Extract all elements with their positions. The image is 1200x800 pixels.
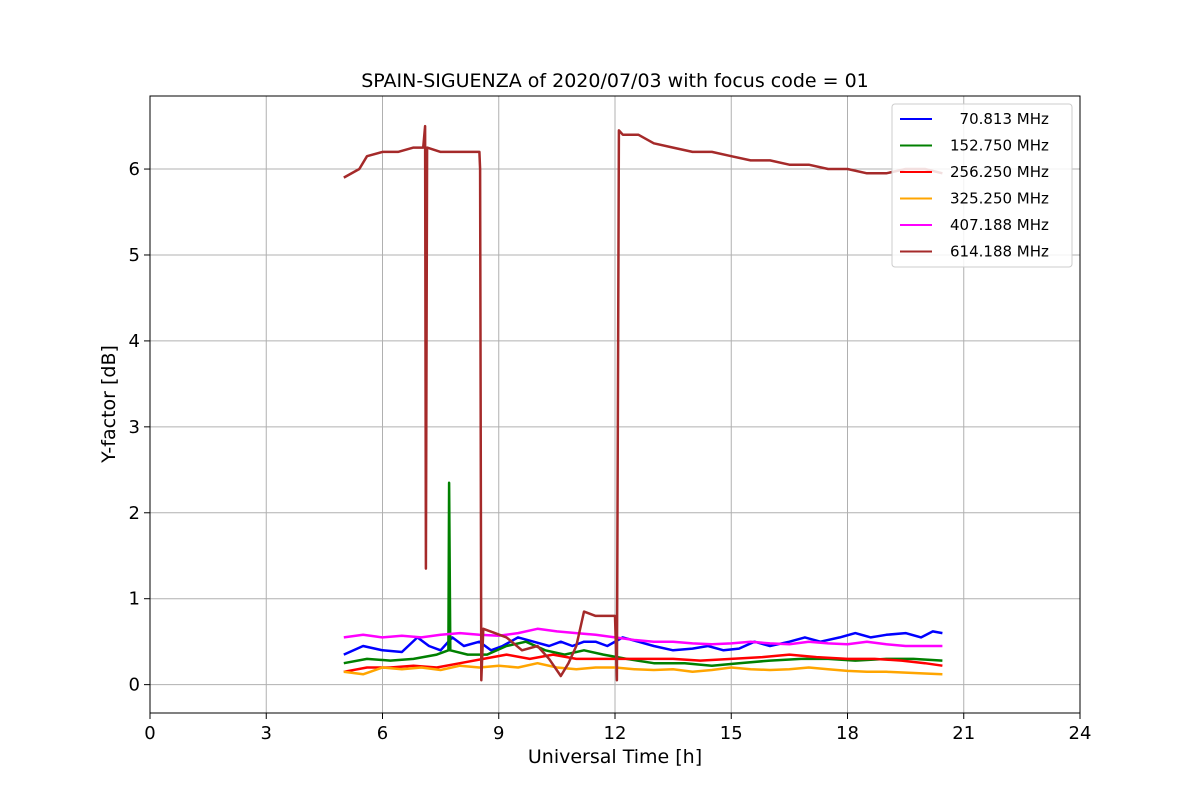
series-line-2 (343, 653, 943, 674)
x-tick-label: 15 (720, 723, 743, 744)
legend-label: 407.188 MHz (950, 216, 1049, 234)
y-tick-label: 3 (129, 417, 140, 438)
legend: 70.813 MHz 152.750 MHz 256.250 MHz 325.250 … (891, 103, 1073, 268)
y-tick-label: 6 (129, 159, 140, 180)
y-axis-label: Y-factor [dB] (98, 345, 120, 464)
series-lines (343, 124, 943, 682)
y-tick-label: 4 (129, 331, 140, 352)
x-tick-label: 9 (493, 723, 504, 744)
legend-label: 152.750 MHz (950, 137, 1049, 155)
legend-label: 256.250 MHz (950, 163, 1049, 181)
x-tick-label: 6 (377, 723, 388, 744)
x-tick-label: 21 (952, 723, 975, 744)
y-tick-label: 1 (129, 589, 140, 610)
y-tick-label: 5 (129, 245, 140, 266)
x-tick-label: 18 (836, 723, 859, 744)
legend-label: 614.188 MHz (950, 243, 1049, 261)
x-tick-label: 12 (604, 723, 627, 744)
legend-label: 70.813 MHz (950, 110, 1049, 128)
series-line-5 (343, 124, 943, 682)
x-tick-label: 24 (1069, 723, 1092, 744)
x-tick-label: 3 (261, 723, 272, 744)
y-tick-label: 2 (129, 503, 140, 524)
legend-box (891, 103, 1073, 268)
series-line-4 (343, 627, 943, 648)
x-axis-label: Universal Time [h] (528, 746, 702, 768)
series-line-3 (343, 661, 943, 676)
x-tick-label: 0 (144, 723, 155, 744)
y-tick-label: 0 (129, 675, 140, 696)
chart-title: SPAIN-SIGUENZA of 2020/07/03 with focus … (361, 70, 869, 92)
legend-label: 325.250 MHz (950, 190, 1049, 208)
